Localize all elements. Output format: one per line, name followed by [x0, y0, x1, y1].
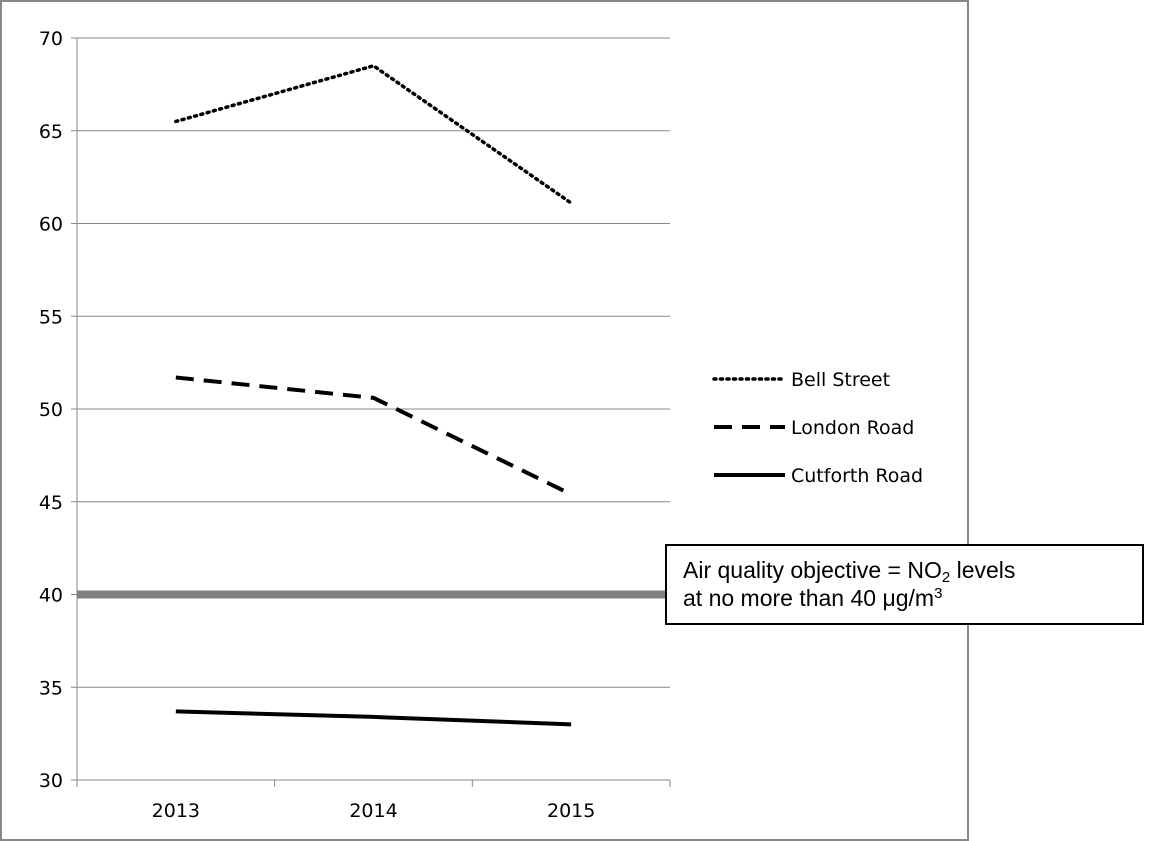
x-tick-label: 2014 [349, 800, 397, 822]
legend-label-london-road: London Road [791, 417, 914, 439]
y-tick-label: 65 [39, 121, 63, 143]
series-line-cutforth-road [175, 709, 572, 727]
air-quality-annotation: Air quality objective = NO2 levels at no… [665, 544, 1144, 625]
x-tick-labels: 2013 2014 2015 [152, 800, 596, 822]
y-tick-label: 70 [39, 28, 63, 50]
y-tick-label: 35 [39, 677, 63, 699]
y-tick-label: 55 [39, 306, 63, 328]
series-line-london-road [175, 375, 573, 497]
x-tick-label: 2013 [152, 800, 200, 822]
legend-label-cutforth-road: Cutforth Road [791, 465, 923, 487]
legend: Bell Street London Road Cutforth Road [712, 369, 923, 487]
legend-label-bell-street: Bell Street [791, 369, 890, 391]
y-tick-label: 45 [39, 492, 63, 514]
y-tick-labels: 30 35 40 45 50 55 60 65 70 [39, 28, 63, 792]
y-tick-label: 30 [39, 770, 63, 792]
annotation-superscript: 3 [934, 585, 943, 602]
y-tick-label: 60 [39, 214, 63, 236]
annotation-line2: at no more than 40 μg/m [683, 585, 935, 611]
annotation-mid: levels [950, 557, 1016, 583]
y-tick-label: 40 [39, 585, 63, 607]
series-group [174, 63, 573, 727]
series-line-bell-street [174, 63, 573, 205]
annotation-prefix: Air quality objective = NO [683, 557, 942, 583]
y-tick-label: 50 [39, 399, 63, 421]
annotation-subscript: 2 [941, 569, 951, 586]
axes [76, 38, 671, 787]
x-tick-label: 2015 [547, 800, 595, 822]
